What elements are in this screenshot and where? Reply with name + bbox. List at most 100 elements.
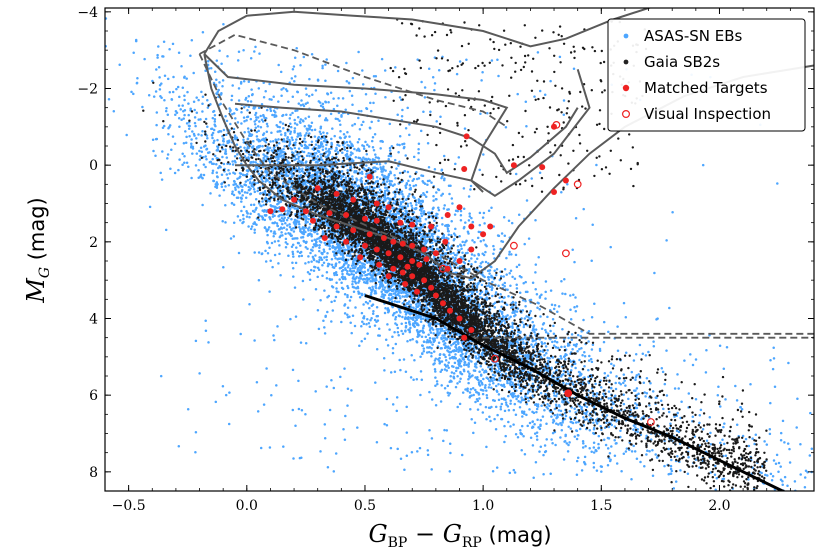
asassn-point [255,135,259,138]
asassn-point [612,364,616,367]
asassn-point [775,453,779,457]
asassn-point [480,283,484,287]
asassn-point [490,386,493,390]
asassn-point [668,306,671,310]
asassn-point [239,80,243,84]
asassn-point [154,90,158,93]
asassn-point [739,405,742,409]
asassn-point [262,153,265,156]
asassn-point [318,249,321,253]
asassn-point [443,204,446,207]
asassn-point [513,471,517,474]
asassn-point [361,69,364,72]
asassn-point [602,320,606,324]
asassn-point [551,340,554,344]
asassn-point [462,187,466,190]
asassn-point [304,342,308,345]
asassn-point [497,393,501,396]
asassn-point [132,92,135,96]
asassn-point [282,445,285,448]
asassn-point [323,436,327,440]
asassn-point [503,284,506,288]
asassn-point [181,86,185,89]
asassn-point [148,205,152,209]
asassn-point [476,236,480,240]
asassn-point [273,214,276,217]
asassn-point [212,141,215,145]
asassn-point [436,188,440,191]
asassn-point [233,155,237,158]
asassn-point [310,260,313,263]
asassn-point [431,76,435,79]
asassn-point [609,396,613,400]
asassn-point [422,347,426,350]
asassn-point [187,113,190,117]
asassn-point [381,173,384,176]
asassn-point [197,133,200,136]
asassn-point [293,286,297,289]
asassn-point [490,206,493,210]
asassn-point [453,361,457,365]
asassn-point [772,459,776,462]
asassn-point [422,110,425,113]
asassn-point [481,411,485,414]
asassn-point [490,288,494,292]
asassn-point [549,289,553,292]
asassn-point [494,384,498,388]
asassn-point [511,326,514,330]
asassn-point [230,94,234,98]
asassn-point [281,114,284,118]
asassn-point [301,167,304,171]
asassn-point [252,160,255,164]
asassn-point [327,262,330,266]
asassn-point [492,252,495,256]
asassn-point [306,129,309,132]
asassn-point [266,242,269,245]
asassn-point [174,113,177,117]
asassn-point [330,263,334,266]
asassn-point [562,458,566,461]
asassn-point [717,385,720,389]
asassn-point [151,138,155,142]
asassn-point [340,320,343,324]
asassn-point [268,246,271,250]
asassn-point [493,306,497,309]
asassn-point [352,275,355,279]
asassn-point [567,443,570,447]
asassn-point [295,153,299,156]
asassn-point [207,341,210,344]
asassn-point [181,152,184,155]
asassn-point [316,232,319,236]
asassn-point [360,267,363,270]
asassn-point [221,155,224,159]
asassn-point [585,418,589,421]
asassn-point [310,52,314,56]
asassn-point [370,316,373,320]
asassn-point [396,447,399,451]
asassn-point [229,147,232,150]
asassn-point [279,133,283,136]
asassn-point [725,346,729,349]
asassn-point [286,224,289,227]
asassn-point [747,478,750,481]
asassn-point [476,408,480,411]
asassn-point [735,423,739,427]
asassn-point [542,453,545,457]
asassn-point [556,346,560,350]
asassn-point [221,220,224,223]
asassn-point [414,183,418,187]
asassn-point [337,96,340,100]
asassn-point [325,255,328,259]
asassn-point [221,79,225,82]
asassn-point [160,178,164,181]
asassn-point [615,420,618,423]
asassn-point [348,140,352,144]
asassn-point [639,460,642,464]
asassn-point [509,315,512,319]
asassn-point [587,359,591,362]
scatter-layer [105,17,814,491]
asassn-point [544,297,547,300]
asassn-point [381,170,384,173]
asassn-point [783,441,786,444]
asassn-point [168,91,172,94]
